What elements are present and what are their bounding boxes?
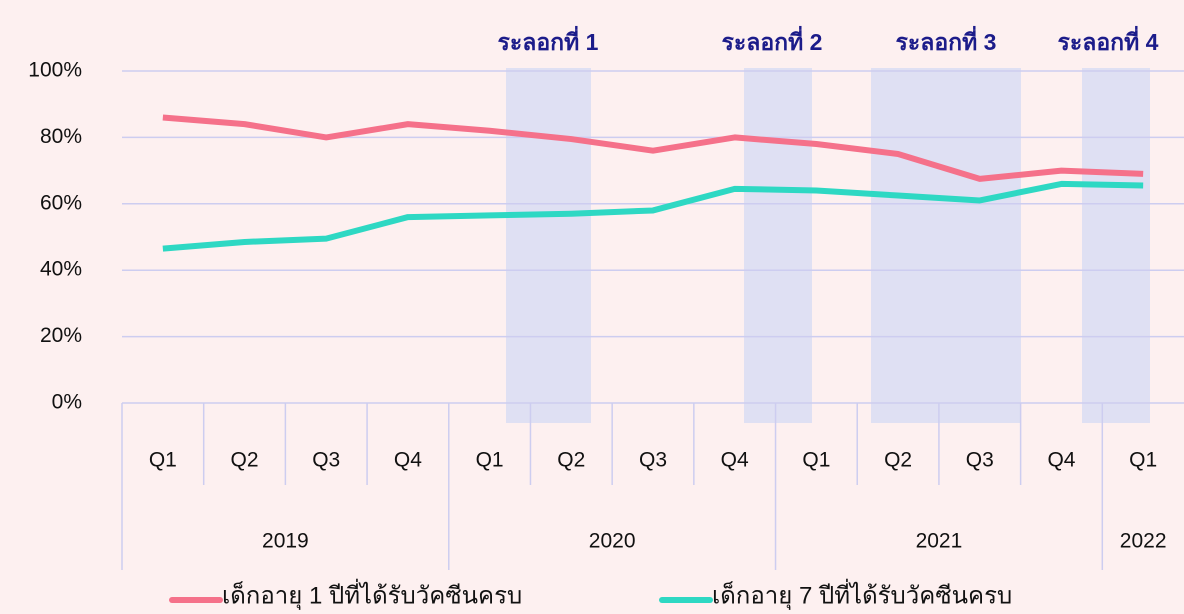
y-tick-label: 40% bbox=[40, 258, 82, 281]
x-tick-label: Q3 bbox=[312, 449, 340, 472]
wave-shade bbox=[744, 68, 812, 423]
series-line bbox=[162, 114, 1144, 182]
y-tick-label: 80% bbox=[40, 125, 82, 148]
x-tick-label: Q4 bbox=[1047, 449, 1075, 472]
y-tick-label: 100% bbox=[28, 59, 82, 82]
y-tick-label: 60% bbox=[40, 191, 82, 214]
x-group-label: 2019 bbox=[262, 530, 309, 553]
x-group-label: 2021 bbox=[916, 530, 963, 553]
x-group-label: 2022 bbox=[1120, 530, 1167, 553]
series-line bbox=[162, 180, 1144, 252]
x-tick-label: Q2 bbox=[231, 449, 259, 472]
x-tick-label: Q2 bbox=[884, 449, 912, 472]
y-tick-label: 0% bbox=[52, 391, 82, 414]
wave-label: ระลอกที่ 4 bbox=[1058, 25, 1159, 55]
x-tick-label: Q1 bbox=[802, 449, 830, 472]
x-tick-label: Q2 bbox=[557, 449, 585, 472]
x-tick-label: Q1 bbox=[149, 449, 177, 472]
wave-shade bbox=[506, 68, 591, 423]
x-tick-label: Q3 bbox=[639, 449, 667, 472]
legend-label: เด็กอายุ 7 ปีที่ได้รับวัคซีนครบ bbox=[712, 578, 1012, 610]
wave-shade bbox=[871, 68, 1021, 423]
x-tick-label: Q1 bbox=[476, 449, 504, 472]
x-group-label: 2020 bbox=[589, 530, 636, 553]
wave-shade bbox=[1082, 68, 1150, 423]
y-tick-label: 20% bbox=[40, 324, 82, 347]
wave-label: ระลอกที่ 2 bbox=[722, 25, 823, 55]
x-tick-label: Q4 bbox=[721, 449, 749, 472]
wave-label: ระลอกที่ 3 bbox=[896, 25, 997, 55]
x-tick-label: Q3 bbox=[966, 449, 994, 472]
x-tick-label: Q1 bbox=[1129, 449, 1157, 472]
x-tick-label: Q4 bbox=[394, 449, 422, 472]
wave-label: ระลอกที่ 1 bbox=[498, 25, 599, 55]
legend-label: เด็กอายุ 1 ปีที่ได้รับวัคซีนครบ bbox=[222, 578, 522, 610]
